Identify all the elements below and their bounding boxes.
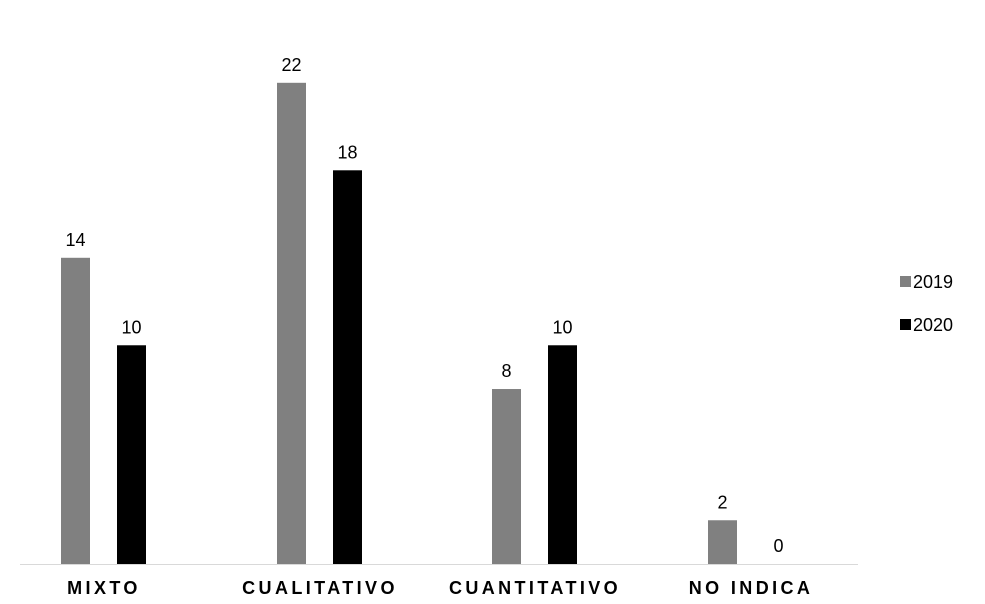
- data-label-2019-cualitativo: 22: [281, 55, 301, 75]
- data-label-2019-cuantitativo: 8: [501, 361, 511, 381]
- bar-2020-cualitativo: [333, 170, 362, 565]
- category-label-no-indica: NO INDICA: [689, 578, 814, 598]
- bar-2020-cuantitativo: [548, 345, 577, 564]
- legend-swatch-2020: [900, 319, 911, 330]
- bar-2019-cualitativo: [277, 82, 306, 565]
- data-label-2019-mixto: 14: [65, 230, 85, 250]
- bar-2020-mixto: [117, 345, 146, 564]
- category-label-mixto: MIXTO: [67, 578, 141, 598]
- legend-swatch-2019: [900, 276, 911, 287]
- category-label-cuantitativo: CUANTITATIVO: [449, 578, 621, 598]
- legend: 2019 2020: [900, 272, 953, 335]
- bars-group: 14 22 8 2 10 18 10 0: [61, 55, 784, 565]
- bar-2019-cuantitativo: [492, 389, 521, 564]
- legend-label-2020: 2020: [913, 315, 953, 335]
- legend-label-2019: 2019: [913, 272, 953, 292]
- category-label-cualitativo: CUALITATIVO: [242, 578, 398, 598]
- category-labels: MIXTO CUALITATIVO CUANTITATIVO NO INDICA: [67, 578, 814, 598]
- data-label-2020-mixto: 10: [121, 317, 141, 337]
- bar-2019-no-indica: [708, 520, 737, 564]
- bar-2019-mixto: [61, 257, 90, 564]
- data-label-2020-cuantitativo: 10: [552, 317, 572, 337]
- data-label-2020-cualitativo: 18: [337, 142, 357, 162]
- data-label-2020-no-indica: 0: [773, 536, 783, 556]
- data-label-2019-no-indica: 2: [717, 492, 727, 512]
